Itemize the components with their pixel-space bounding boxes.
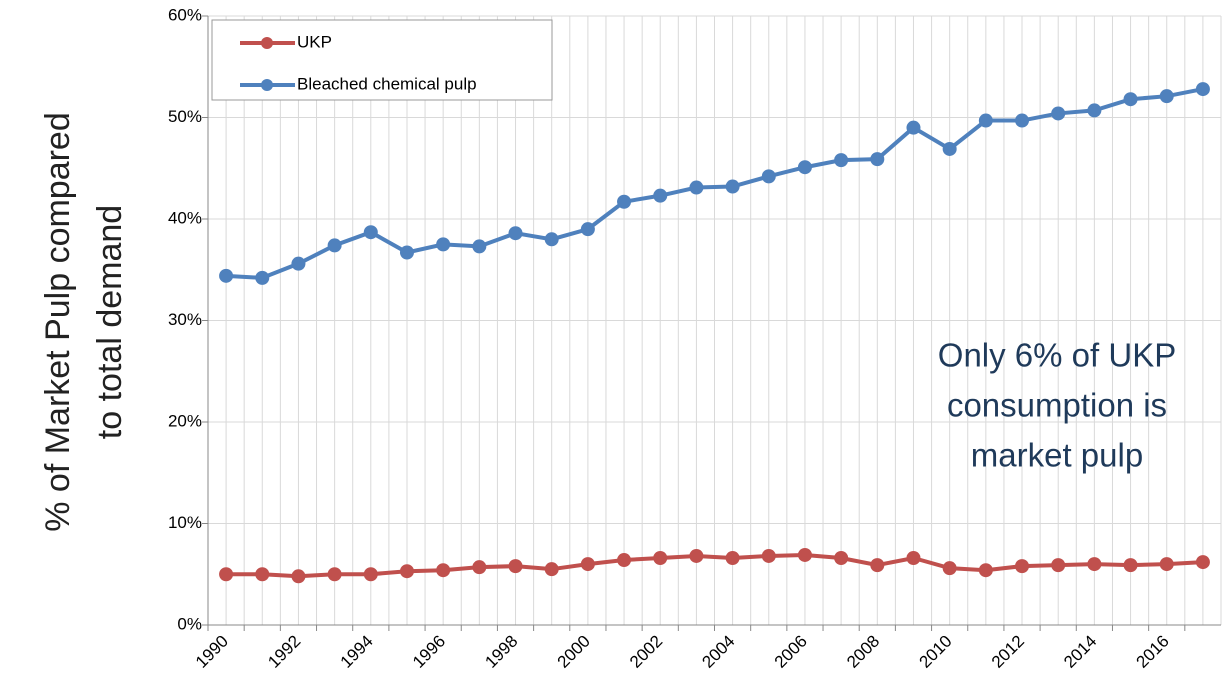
data-point: [291, 569, 306, 584]
x-tick-label: 2008: [843, 632, 883, 672]
data-point: [472, 239, 487, 254]
y-tick-label: 20%: [168, 411, 202, 430]
x-tick-label: 2016: [1133, 632, 1173, 672]
x-tick-label: 1994: [337, 632, 377, 672]
data-point: [1051, 558, 1066, 573]
data-point: [1195, 82, 1210, 97]
data-point: [219, 567, 234, 582]
data-point: [617, 194, 632, 209]
y-axis-label: % of Market Pulp compared: [39, 112, 77, 532]
y-tick-label: 40%: [168, 208, 202, 227]
annotation: consumption is: [947, 387, 1167, 424]
data-point: [725, 179, 740, 194]
y-tick-label: 30%: [168, 310, 202, 329]
x-tick-label: 2002: [626, 632, 666, 672]
data-point: [1195, 555, 1210, 570]
data-point: [1015, 113, 1030, 128]
data-point: [472, 560, 487, 575]
data-point: [327, 567, 342, 582]
data-point: [363, 567, 378, 582]
data-point: [255, 270, 270, 285]
data-point: [978, 563, 993, 578]
data-point: [327, 238, 342, 253]
data-point: [1159, 557, 1174, 572]
data-point: [906, 551, 921, 566]
legend-marker: [261, 37, 273, 49]
data-point: [399, 564, 414, 579]
annotation: Only 6% of UKP: [938, 337, 1176, 374]
data-point: [363, 225, 378, 240]
data-point: [508, 226, 523, 241]
data-point: [942, 561, 957, 576]
data-point: [255, 567, 270, 582]
data-point: [653, 551, 668, 566]
x-tick-label: 1996: [409, 632, 449, 672]
x-tick-label: 2014: [1060, 632, 1100, 672]
data-point: [580, 222, 595, 237]
data-point: [797, 547, 812, 562]
data-point: [761, 169, 776, 184]
data-point: [1087, 557, 1102, 572]
data-point: [797, 160, 812, 175]
data-point: [870, 152, 885, 167]
y-axis-label: to total demand: [91, 205, 129, 439]
data-point: [508, 559, 523, 574]
data-point: [906, 120, 921, 135]
x-tick-label: 2000: [554, 632, 594, 672]
series-line: [226, 552, 1204, 579]
data-point: [870, 558, 885, 573]
data-point: [689, 548, 704, 563]
y-tick-label: 60%: [168, 5, 202, 24]
x-tick-label: 2012: [988, 632, 1028, 672]
data-point: [544, 232, 559, 247]
x-tick-label: 1992: [264, 632, 304, 672]
data-point: [291, 256, 306, 271]
data-point: [689, 180, 704, 195]
series-line: [225, 87, 1204, 280]
data-point: [1087, 103, 1102, 118]
x-tick-label: 1998: [481, 632, 521, 672]
data-point: [436, 563, 451, 578]
data-point: [1123, 558, 1138, 573]
data-point: [834, 551, 849, 566]
data-point: [653, 188, 668, 203]
data-point: [544, 562, 559, 577]
legend-label: UKP: [297, 32, 332, 51]
data-point: [219, 268, 234, 283]
x-tick-label: 1990: [192, 632, 232, 672]
data-point: [1015, 559, 1030, 574]
y-tick-label: 10%: [168, 513, 202, 532]
data-point: [725, 551, 740, 566]
data-point: [399, 245, 414, 260]
x-tick-label: 2010: [915, 632, 955, 672]
data-point: [761, 548, 776, 563]
data-point: [1051, 106, 1066, 121]
annotation: market pulp: [971, 437, 1143, 474]
data-point: [1159, 89, 1174, 104]
y-tick-label: 0%: [177, 614, 202, 633]
data-point: [942, 141, 957, 156]
x-tick-label: 2006: [771, 632, 811, 672]
data-point: [617, 553, 632, 568]
data-point: [436, 237, 451, 252]
legend-label: Bleached chemical pulp: [297, 74, 477, 93]
y-tick-label: 50%: [168, 107, 202, 126]
legend-marker: [261, 79, 273, 91]
data-point: [580, 557, 595, 572]
data-point: [1123, 92, 1138, 107]
data-point: [834, 153, 849, 168]
data-point: [978, 113, 993, 128]
x-tick-label: 2004: [698, 632, 738, 672]
